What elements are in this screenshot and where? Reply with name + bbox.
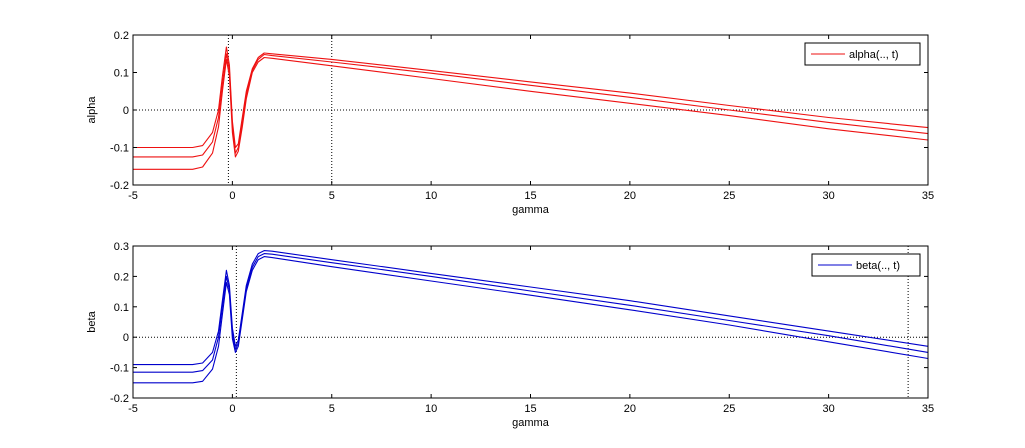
beta-series-line-2 (133, 256, 929, 384)
alpha-x-tick-label: 25 (723, 190, 735, 202)
beta-x-tick-label: 20 (624, 403, 636, 415)
beta-y-tick-label: 0 (123, 332, 129, 344)
beta-reference-lines (133, 246, 928, 398)
beta-y-tick-label: 0.1 (114, 302, 129, 314)
beta-series-group (133, 250, 929, 384)
alpha-y-tick-label: 0.1 (114, 68, 129, 80)
alpha-x-tick-label: 30 (823, 190, 835, 202)
alpha-x-axis-label: gamma (512, 204, 550, 216)
alpha-ticks: -5 0 5 10 15 20 25 30 35 -0.2 -0.1 0 0.1 0.2 (110, 30, 934, 202)
beta-y-tick-label: 0.2 (114, 271, 129, 283)
beta-x-tick-label: 10 (425, 403, 437, 415)
beta-x-tick-label: 0 (229, 403, 235, 415)
beta-y-tick-label: -0.1 (110, 363, 129, 375)
beta-y-axis-label: beta (86, 310, 98, 332)
beta-legend-box (811, 253, 921, 277)
alpha-series-group (133, 46, 929, 170)
beta-x-tick-label: 5 (329, 403, 335, 415)
beta-x-tick-label: 25 (723, 403, 735, 415)
beta-legend: beta(.., t) (811, 253, 921, 277)
alpha-y-axis-label: alpha (86, 96, 98, 124)
alpha-x-tick-label: 15 (524, 190, 536, 202)
alpha-x-tick-label: 0 (229, 190, 235, 202)
beta-x-tick-label: 35 (922, 403, 934, 415)
alpha-x-tick-label: 10 (425, 190, 437, 202)
alpha-y-tick-label: -0.2 (110, 180, 129, 192)
beta-x-tick-label: -5 (128, 403, 138, 415)
beta-legend-label: beta(.., t) (856, 260, 900, 272)
beta-y-tick-label: -0.2 (110, 393, 129, 405)
beta-y-tick-label: 0.3 (114, 241, 129, 253)
beta-subplot: -5 0 5 10 15 20 25 30 35 -0.2 -0.1 0 0.1 0.2 0.3 gamma… (86, 241, 934, 429)
alpha-x-tick-label: 5 (329, 190, 335, 202)
beta-x-tick-label: 30 (823, 403, 835, 415)
alpha-x-tick-label: 20 (624, 190, 636, 202)
beta-x-axis-label: gamma (512, 417, 550, 429)
alpha-y-tick-label: 0 (123, 105, 129, 117)
alpha-x-tick-label: 35 (922, 190, 934, 202)
alpha-legend-box (804, 42, 921, 66)
alpha-legend: alpha(.., t) (804, 42, 921, 66)
alpha-series-line-2 (133, 56, 929, 170)
alpha-y-tick-label: -0.1 (110, 143, 129, 155)
alpha-series-line-0 (133, 46, 929, 149)
beta-x-tick-label: 15 (524, 403, 536, 415)
alpha-subplot: -5 0 5 10 15 20 25 30 35 -0.2 -0.1 0 0.1 0.2 gamma al… (86, 30, 934, 216)
alpha-y-tick-label: 0.2 (114, 30, 129, 42)
beta-ticks: -5 0 5 10 15 20 25 30 35 -0.2 -0.1 0 0.1 0.2 0.3 (110, 241, 934, 415)
alpha-x-tick-label: -5 (128, 190, 138, 202)
alpha-legend-label: alpha(.., t) (849, 49, 899, 61)
